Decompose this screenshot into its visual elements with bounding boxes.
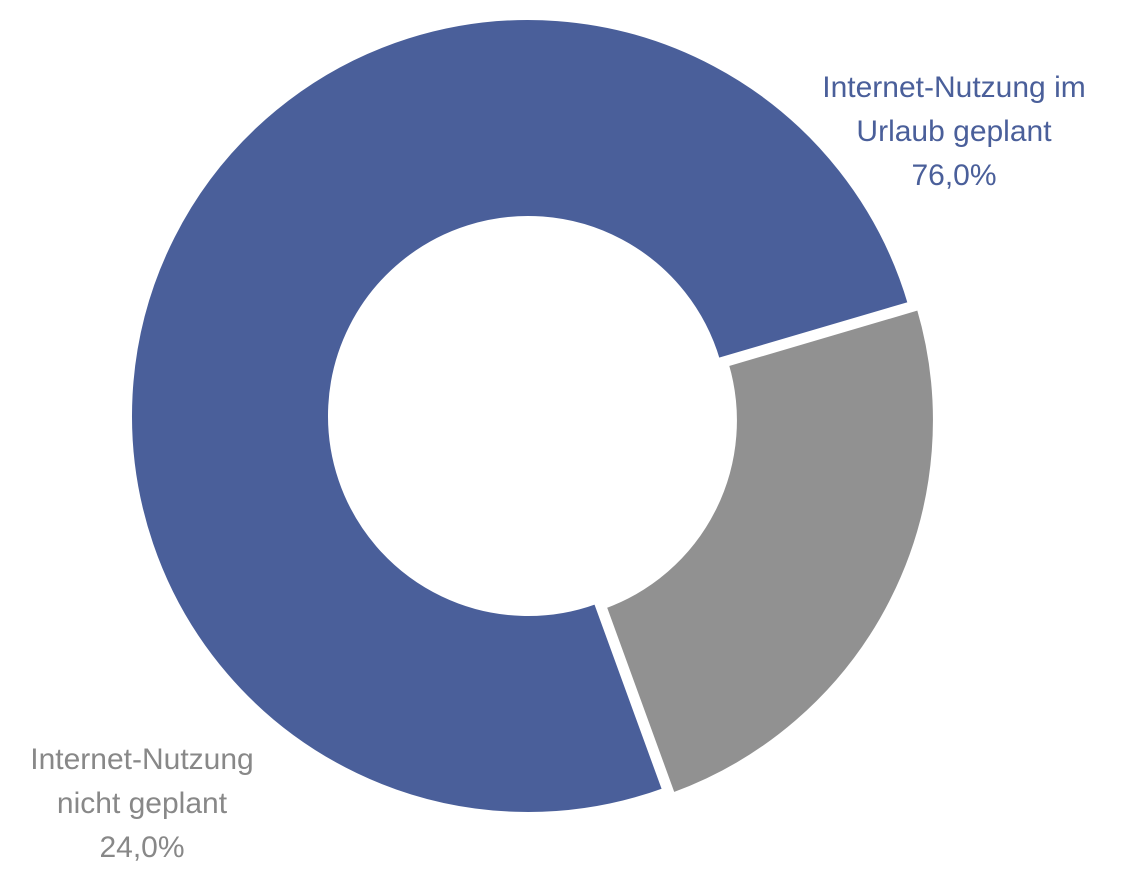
data-label-not-planned-line-1: Internet-Nutzung	[30, 743, 254, 776]
data-label-not-planned: Internet-Nutzung nicht geplant 24,0%	[0, 738, 292, 870]
data-label-planned-line-1: Internet-Nutzung im	[822, 71, 1086, 104]
data-label-planned-line-2: Urlaub geplant	[856, 115, 1052, 148]
data-label-not-planned-line-2: nicht geplant	[56, 787, 228, 820]
slice-not-planned	[602, 305, 937, 798]
data-label-planned-value: 76,0%	[911, 159, 997, 192]
donut-slices	[128, 16, 937, 816]
data-label-not-planned-value: 24,0%	[99, 831, 185, 864]
data-label-planned: Internet-Nutzung im Urlaub geplant 76,0%	[780, 66, 1128, 198]
slice-planned	[128, 16, 913, 816]
